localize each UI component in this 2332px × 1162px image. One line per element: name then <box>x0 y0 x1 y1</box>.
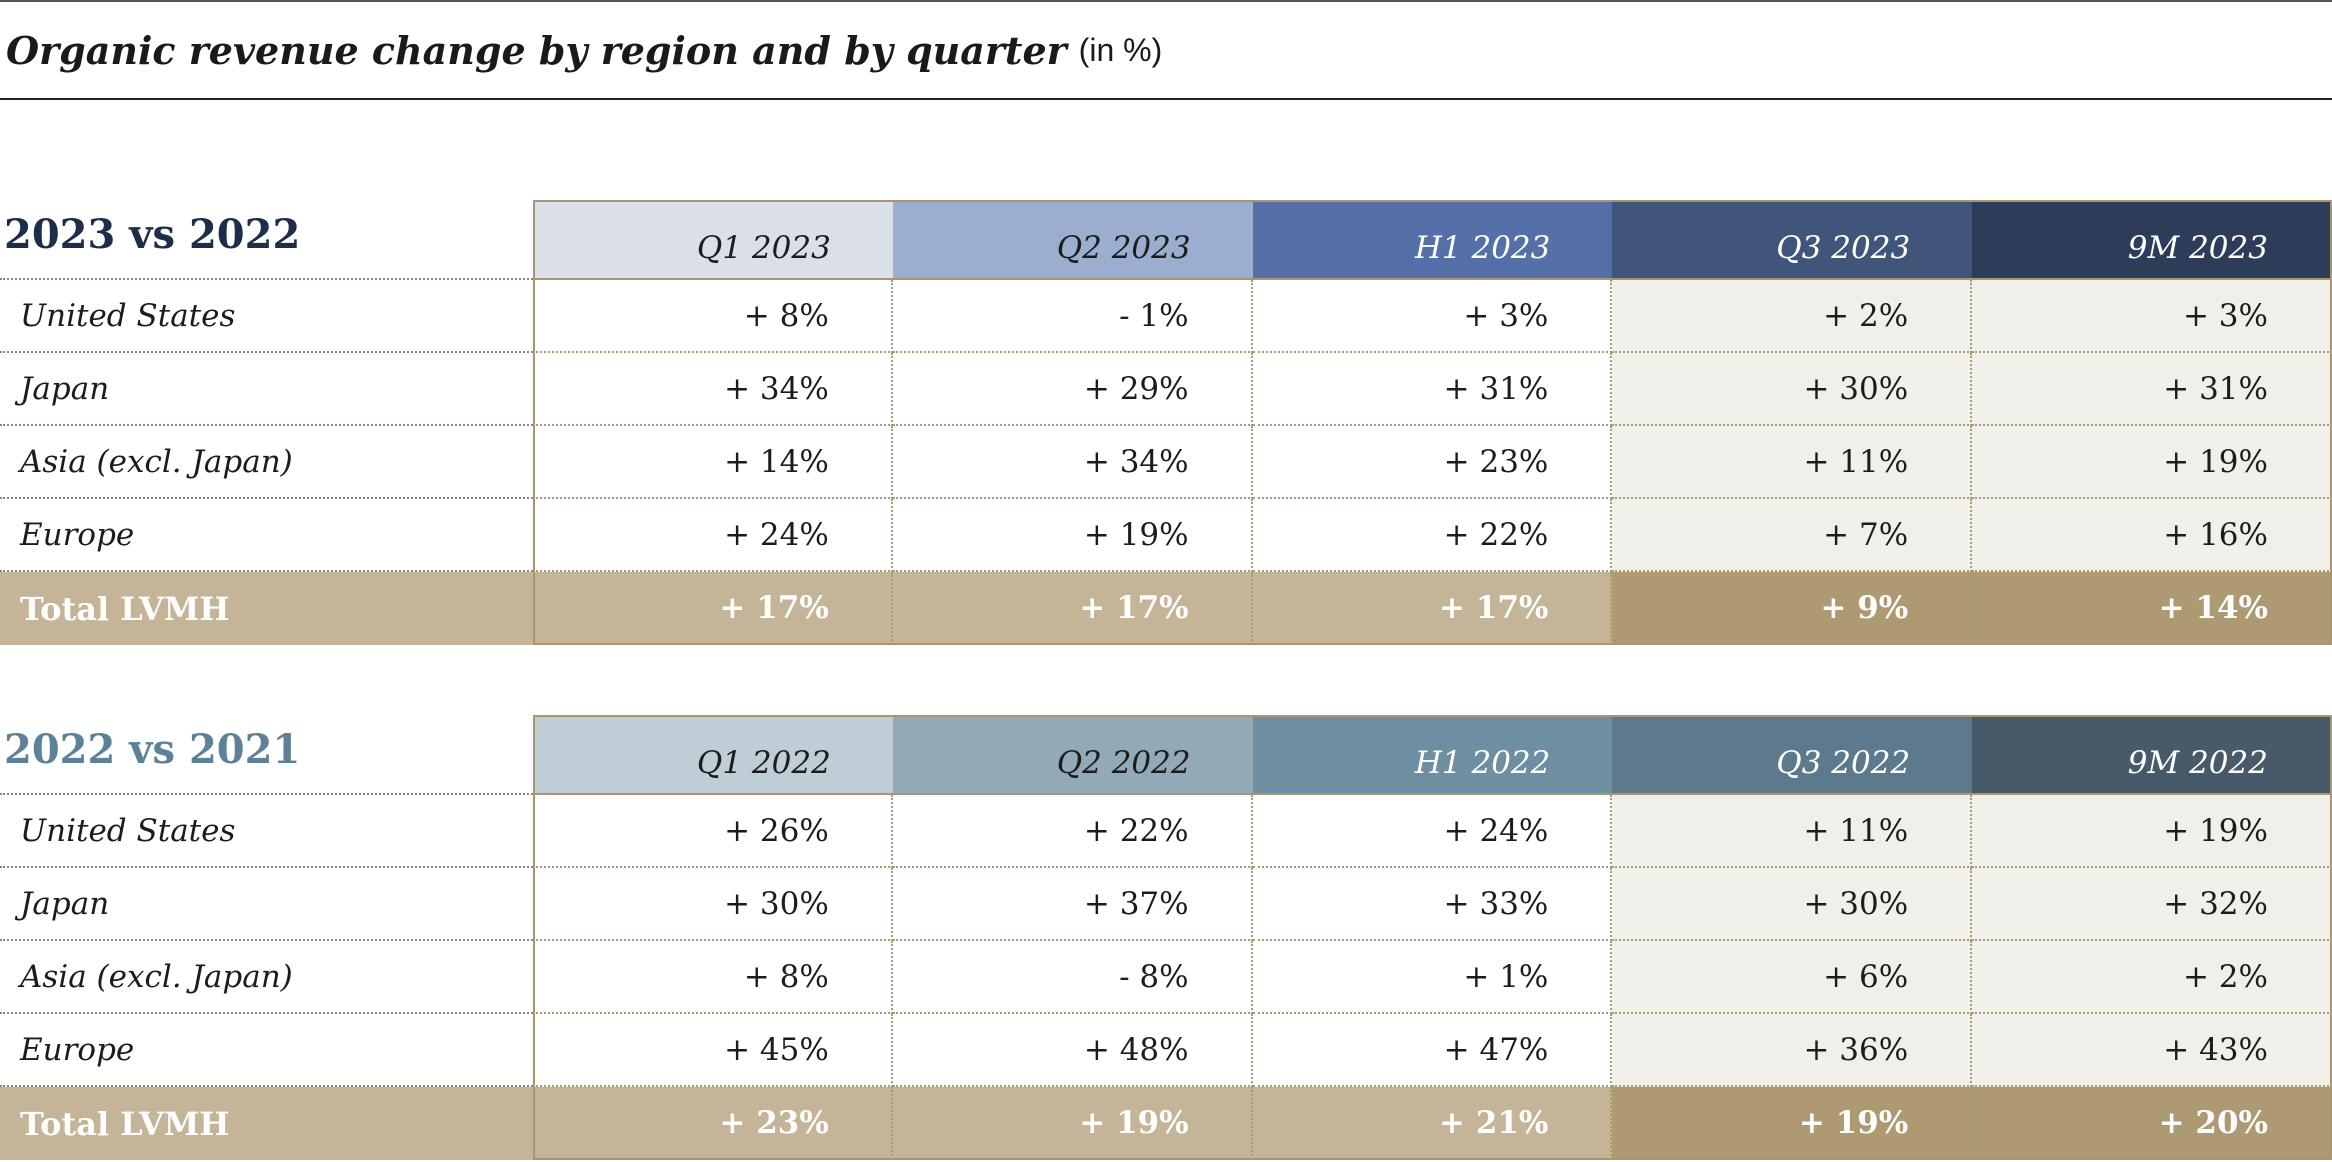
table-row: United States + 26% + 22% + 24% + 11% + … <box>0 795 2332 868</box>
value-cell: + 1% <box>1252 941 1613 1014</box>
region-label: Europe <box>0 1014 533 1087</box>
table-row: Europe + 24% + 19% + 22% + 7% + 16% <box>0 499 2332 572</box>
column-header: 9M 2023 <box>1972 200 2332 280</box>
table-row: United States + 8% - 1% + 3% + 2% + 3% <box>0 280 2332 353</box>
value-cell: + 34% <box>892 426 1253 499</box>
value-cell: + 19% <box>1972 795 2332 868</box>
column-header: Q3 2023 <box>1612 200 1973 280</box>
page-title-unit: (in %) <box>1078 31 1163 68</box>
value-cell: + 30% <box>1612 868 1973 941</box>
column-header: Q1 2022 <box>533 715 893 795</box>
value-cell: + 31% <box>1972 353 2332 426</box>
column-header: 9M 2022 <box>1972 715 2332 795</box>
table-2023-vs-2022: 2023 vs 2022 Q1 2023 Q2 2023 H1 2023 Q3 … <box>0 200 2332 645</box>
value-cell: + 3% <box>1252 280 1613 353</box>
region-label: Asia (excl. Japan) <box>0 426 533 499</box>
value-cell: + 31% <box>1252 353 1613 426</box>
total-value-cell: + 17% <box>1252 572 1613 645</box>
column-header: H1 2022 <box>1252 715 1613 795</box>
value-cell: + 32% <box>1972 868 2332 941</box>
total-value-cell: + 9% <box>1612 572 1973 645</box>
column-header: Q2 2023 <box>892 200 1253 280</box>
value-cell: + 48% <box>892 1014 1253 1087</box>
total-row: Total LVMH + 17% + 17% + 17% + 9% + 14% <box>0 572 2332 645</box>
table-2022-vs-2021: 2022 vs 2021 Q1 2022 Q2 2022 H1 2022 Q3 … <box>0 715 2332 1160</box>
value-cell: + 37% <box>892 868 1253 941</box>
total-value-cell: + 14% <box>1972 572 2332 645</box>
value-cell: + 36% <box>1612 1014 1973 1087</box>
total-value-cell: + 17% <box>533 572 893 645</box>
total-row: Total LVMH + 23% + 19% + 21% + 19% + 20% <box>0 1087 2332 1160</box>
column-header: Q3 2022 <box>1612 715 1973 795</box>
value-cell: + 16% <box>1972 499 2332 572</box>
value-cell: + 7% <box>1612 499 1973 572</box>
total-value-cell: + 20% <box>1972 1087 2332 1160</box>
value-cell: - 8% <box>892 941 1253 1014</box>
total-value-cell: + 19% <box>892 1087 1253 1160</box>
value-cell: + 47% <box>1252 1014 1613 1087</box>
table-section-label: 2022 vs 2021 <box>0 715 533 795</box>
value-cell: + 33% <box>1252 868 1613 941</box>
page-title-bar: Organic revenue change by region and by … <box>0 0 2332 100</box>
value-cell: + 11% <box>1612 795 1973 868</box>
value-cell: + 30% <box>533 868 893 941</box>
value-cell: - 1% <box>892 280 1253 353</box>
value-cell: + 11% <box>1612 426 1973 499</box>
region-label: Japan <box>0 353 533 426</box>
value-cell: + 29% <box>892 353 1253 426</box>
total-value-cell: + 21% <box>1252 1087 1613 1160</box>
value-cell: + 45% <box>533 1014 893 1087</box>
table-row: Japan + 30% + 37% + 33% + 30% + 32% <box>0 868 2332 941</box>
value-cell: + 19% <box>1972 426 2332 499</box>
value-cell: + 8% <box>533 941 893 1014</box>
total-label: Total LVMH <box>0 1087 533 1160</box>
value-cell: + 3% <box>1972 280 2332 353</box>
value-cell: + 2% <box>1612 280 1973 353</box>
value-cell: + 8% <box>533 280 893 353</box>
value-cell: + 24% <box>1252 795 1613 868</box>
value-cell: + 6% <box>1612 941 1973 1014</box>
value-cell: + 30% <box>1612 353 1973 426</box>
region-label: United States <box>0 280 533 353</box>
table-section-label: 2023 vs 2022 <box>0 200 533 280</box>
region-label: Japan <box>0 868 533 941</box>
total-label: Total LVMH <box>0 572 533 645</box>
column-header: Q1 2023 <box>533 200 893 280</box>
region-label: Europe <box>0 499 533 572</box>
value-cell: + 22% <box>1252 499 1613 572</box>
value-cell: + 24% <box>533 499 893 572</box>
region-label: United States <box>0 795 533 868</box>
table-header-row: 2022 vs 2021 Q1 2022 Q2 2022 H1 2022 Q3 … <box>0 715 2332 795</box>
table-header-row: 2023 vs 2022 Q1 2023 Q2 2023 H1 2023 Q3 … <box>0 200 2332 280</box>
total-value-cell: + 23% <box>533 1087 893 1160</box>
column-header: Q2 2022 <box>892 715 1253 795</box>
value-cell: + 14% <box>533 426 893 499</box>
value-cell: + 19% <box>892 499 1253 572</box>
value-cell: + 34% <box>533 353 893 426</box>
table-row: Europe + 45% + 48% + 47% + 36% + 43% <box>0 1014 2332 1087</box>
page-title: Organic revenue change by region and by … <box>6 27 1067 73</box>
value-cell: + 26% <box>533 795 893 868</box>
column-header: H1 2023 <box>1252 200 1613 280</box>
value-cell: + 2% <box>1972 941 2332 1014</box>
table-row: Asia (excl. Japan) + 8% - 8% + 1% + 6% +… <box>0 941 2332 1014</box>
table-row: Asia (excl. Japan) + 14% + 34% + 23% + 1… <box>0 426 2332 499</box>
value-cell: + 23% <box>1252 426 1613 499</box>
table-row: Japan + 34% + 29% + 31% + 30% + 31% <box>0 353 2332 426</box>
total-value-cell: + 19% <box>1612 1087 1973 1160</box>
value-cell: + 43% <box>1972 1014 2332 1087</box>
total-value-cell: + 17% <box>892 572 1253 645</box>
value-cell: + 22% <box>892 795 1253 868</box>
region-label: Asia (excl. Japan) <box>0 941 533 1014</box>
